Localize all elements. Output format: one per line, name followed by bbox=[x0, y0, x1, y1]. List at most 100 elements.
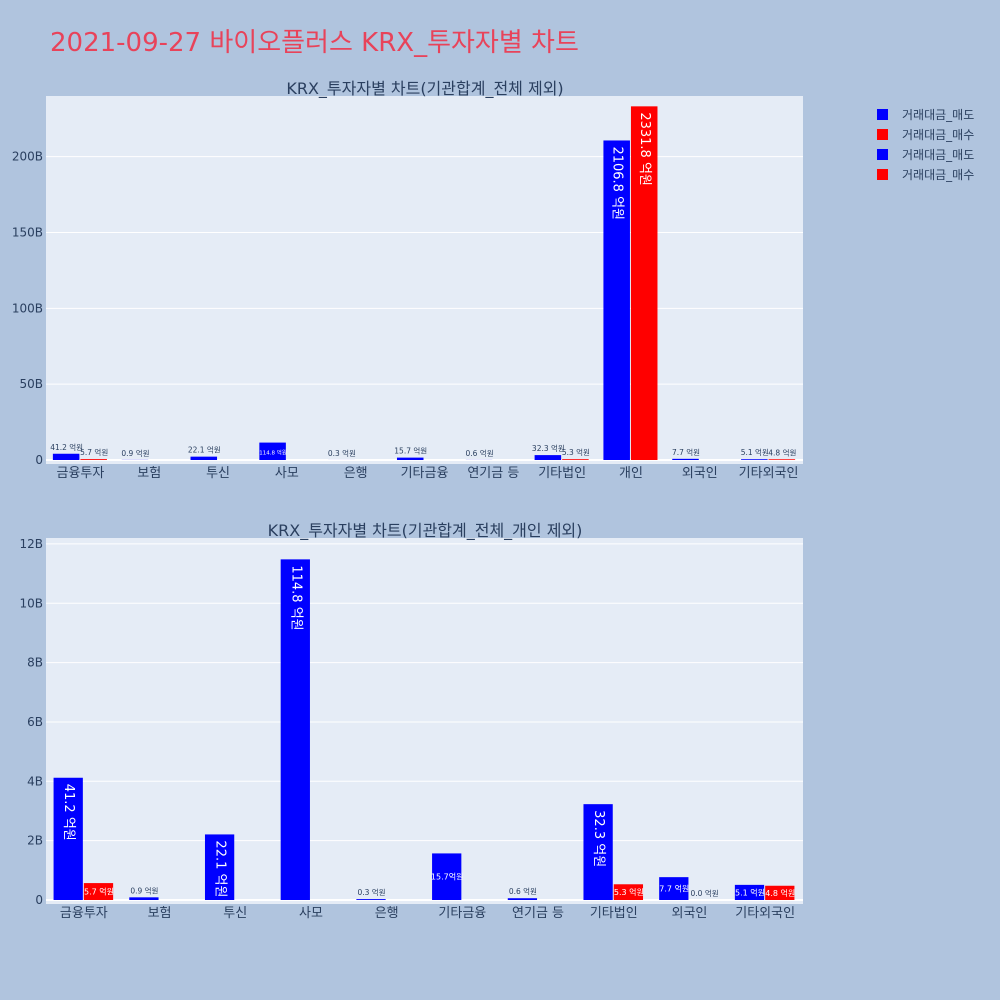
y-tick-label: 0 bbox=[35, 893, 43, 907]
data-label: 5.3 억원 bbox=[614, 887, 644, 897]
data-label: 0.0 억원 bbox=[691, 889, 719, 898]
plot-area bbox=[46, 538, 803, 904]
data-label: 7.7 억원 bbox=[672, 448, 700, 457]
bar bbox=[659, 877, 689, 900]
x-tick-label: 기타법인 bbox=[538, 466, 586, 481]
x-tick-label: 투신 bbox=[223, 906, 247, 921]
x-tick-label: 사모 bbox=[275, 466, 299, 481]
data-label: 0.9 억원 bbox=[130, 886, 158, 895]
y-tick-label: 150B bbox=[12, 226, 43, 240]
bar bbox=[765, 885, 795, 900]
page-title: 2021-09-27 바이오플러스 KRX_투자자별 차트 bbox=[50, 28, 579, 58]
chart-title: KRX_투자자별 차트(기관합계_전체_개인 제외) bbox=[268, 521, 583, 541]
x-tick-label: 기타법인 bbox=[590, 906, 638, 921]
bar bbox=[432, 853, 462, 900]
bar bbox=[534, 455, 562, 460]
bar bbox=[259, 442, 286, 460]
x-tick-label: 연기금 등 bbox=[512, 906, 564, 921]
data-label: 41.2 억원 bbox=[50, 443, 83, 452]
x-tick-label: 보험 bbox=[148, 906, 172, 921]
data-label: 0.3 억원 bbox=[357, 888, 385, 897]
data-label: 5.1 억원 bbox=[741, 448, 769, 457]
x-tick-label: 금융투자 bbox=[56, 466, 104, 481]
chart-2: 0 2B 4B 6B 8B 10B 12B KRX_투자자별 차트(기관합계_전체_개인 제외… bbox=[19, 521, 803, 921]
data-label: 22.1 억원 bbox=[188, 446, 221, 455]
data-label: 0.3 억원 bbox=[328, 449, 356, 458]
y-tick-label: 8B bbox=[27, 656, 43, 670]
x-tick-label: 기타금융 bbox=[438, 906, 486, 921]
x-tick-label: 보험 bbox=[137, 466, 161, 481]
data-label: 5.7 억원 bbox=[80, 448, 108, 457]
bar bbox=[396, 457, 424, 460]
bar bbox=[80, 459, 107, 460]
plot-area bbox=[46, 96, 803, 464]
x-tick-label: 은행 bbox=[375, 905, 399, 921]
x-tick-label: 기타외국인 bbox=[739, 466, 799, 481]
bar bbox=[613, 884, 644, 900]
data-label: 32.3 억원 bbox=[532, 444, 565, 453]
x-tick-label: 외국인 bbox=[672, 906, 708, 921]
data-label: 0.9 억원 bbox=[121, 449, 149, 458]
data-label: 5.7 억원 bbox=[84, 887, 114, 897]
x-tick-label: 연기금 등 bbox=[467, 466, 519, 481]
data-label: 7.7 억원 bbox=[659, 884, 689, 894]
data-label: 41.2 억원 bbox=[61, 784, 76, 841]
chart-title: KRX_투자자별 차트(기관합계_전체 제외) bbox=[286, 79, 563, 99]
x-tick-label: 투신 bbox=[206, 466, 230, 481]
x-tick-label: 기타금융 bbox=[401, 466, 449, 481]
y-tick-label: 100B bbox=[12, 301, 43, 315]
data-label: 114.8 억원 bbox=[288, 565, 303, 630]
data-label: 4.8 억원 bbox=[765, 888, 795, 898]
y-tick-label: 2B bbox=[27, 834, 43, 848]
bar bbox=[83, 883, 114, 900]
x-tick-label: 개인 bbox=[619, 466, 643, 481]
legend-swatch bbox=[877, 109, 888, 120]
x-tick-label: 기타외국인 bbox=[735, 906, 795, 921]
y-tick-label: 4B bbox=[27, 774, 43, 788]
x-tick-label: 금융투자 bbox=[60, 906, 108, 921]
y-tick-label: 0 bbox=[35, 453, 43, 467]
y-tick-label: 200B bbox=[12, 150, 43, 164]
bar bbox=[583, 804, 613, 900]
data-label: 32.3 억원 bbox=[591, 810, 606, 867]
bar bbox=[630, 106, 658, 461]
bar bbox=[356, 899, 386, 900]
data-label: 15.7억원 bbox=[431, 872, 464, 882]
data-label: 0.6 억원 bbox=[465, 449, 493, 458]
chart-1: 0 50B 100B 150B 200B KRX_투자자별 차트(기관합계_전체 제외) 금… bbox=[12, 79, 803, 481]
legend-swatch bbox=[877, 149, 888, 160]
data-label: 5.3 억원 bbox=[562, 448, 590, 457]
bar bbox=[280, 559, 310, 900]
bar bbox=[603, 140, 630, 460]
bar bbox=[190, 456, 218, 460]
y-tick-label: 6B bbox=[27, 715, 43, 729]
legend-label: 거래대금_매도 bbox=[902, 108, 974, 122]
legend-label: 거래대금_매수 bbox=[902, 128, 974, 142]
bar bbox=[562, 459, 589, 460]
data-label: 4.8 억원 bbox=[768, 448, 796, 457]
y-tick-label: 10B bbox=[19, 596, 43, 610]
x-tick-label: 외국인 bbox=[682, 466, 718, 481]
x-tick-label: 사모 bbox=[299, 906, 323, 921]
x-tick-label: 은행 bbox=[344, 465, 368, 481]
data-label: 2331.8 억원 bbox=[637, 112, 652, 186]
legend-label: 거래대금_매수 bbox=[902, 168, 974, 182]
legend-swatch bbox=[877, 129, 888, 140]
bar bbox=[52, 453, 80, 460]
bar bbox=[204, 834, 235, 900]
data-label: 114.8 억원 bbox=[259, 448, 287, 456]
data-label: 2106.8 억원 bbox=[610, 146, 625, 220]
data-label: 0.6 억원 bbox=[509, 887, 537, 896]
y-tick-label: 50B bbox=[19, 377, 43, 391]
bar bbox=[507, 898, 538, 900]
data-label: 22.1 억원 bbox=[213, 840, 228, 897]
data-label: 5.1 억원 bbox=[735, 887, 765, 897]
legend-swatch bbox=[877, 169, 888, 180]
bar bbox=[129, 897, 159, 900]
bar bbox=[734, 884, 765, 900]
bar bbox=[741, 459, 768, 460]
legend-label: 거래대금_매도 bbox=[902, 148, 974, 162]
